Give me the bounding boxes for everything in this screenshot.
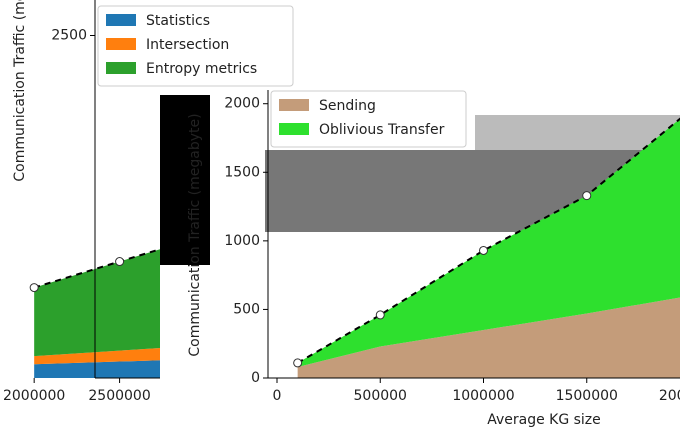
legend-label: Statistics [146,13,210,29]
area [297,118,680,368]
legend-swatch [106,14,136,26]
marker [582,191,592,201]
legend-swatch [279,123,309,135]
marker [479,245,488,255]
y-tick-label: 1500 [224,164,260,180]
area [34,249,160,357]
glitch-block [475,115,680,150]
legend: Statistics Intersection Entropy metrics [97,5,294,87]
x-tick-label: 1500000 [556,388,618,404]
y-tick-label: 2500 [51,28,87,44]
legend-label: Entropy metrics [146,61,257,77]
total-line [297,117,680,364]
legend-label: Sending [319,98,376,114]
legend-label: Oblivious Transfer [319,122,445,138]
y-tick-label: 0 [251,370,260,386]
y-tick-label: 1000 [224,233,260,249]
area [34,360,160,378]
y-axis-label: Communication Traffic (megabyte) [12,0,28,182]
area [34,348,160,365]
x-tick-label: 2000000 [3,388,65,404]
marker [29,283,39,293]
marker [375,310,385,320]
back-chart: 2500 2000000 2500000 Communication Traffic … [3,0,160,404]
x-tick-label: 0 [273,388,282,404]
legend-box [97,5,294,87]
legend-label: Intersection [146,37,229,53]
y-axis-label: Communication Traffic (megabyte) [187,113,203,356]
glitch-block [160,95,210,265]
area [297,297,680,378]
x-tick-label: 1000000 [452,388,514,404]
y-tick-label: 2000 [224,96,260,112]
legend-box [270,90,467,148]
marker [115,257,125,267]
legend-swatch [106,62,136,74]
legend-swatch [106,38,136,50]
y-tick-label: 500 [233,301,260,317]
front-chart: 0 500 1000 1500 2000 0 500000 1000000 1500000 200… [187,90,680,428]
x-tick-label: 500000 [354,388,407,404]
marker [293,358,303,368]
x-tick-label: 2500000 [88,388,150,404]
legend-swatch [279,99,309,111]
x-tick-label: 2000000 [659,388,680,404]
legend: Sending Oblivious Transfer [270,90,467,148]
x-axis-label: Average KG size [487,412,601,428]
